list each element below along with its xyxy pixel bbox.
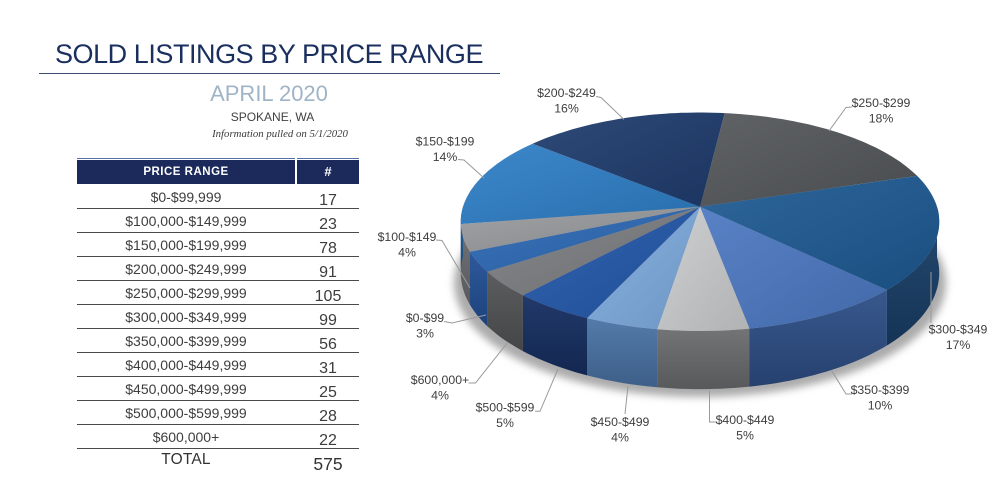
svg-text:4%: 4%: [611, 430, 629, 444]
svg-text:18%: 18%: [869, 112, 894, 126]
svg-text:3%: 3%: [416, 327, 434, 341]
svg-text:17%: 17%: [946, 338, 971, 352]
svg-text:$0-$99: $0-$99: [406, 311, 444, 325]
svg-text:$300-$349: $300-$349: [929, 323, 988, 337]
svg-text:10%: 10%: [868, 399, 893, 413]
svg-text:$600,000+: $600,000+: [411, 373, 469, 387]
svg-text:4%: 4%: [398, 246, 416, 260]
svg-text:$350-$399: $350-$399: [851, 383, 910, 397]
svg-text:$100-$149: $100-$149: [378, 230, 437, 244]
svg-text:$500-$599: $500-$599: [476, 401, 535, 415]
svg-text:16%: 16%: [554, 102, 579, 116]
svg-text:4%: 4%: [431, 389, 449, 403]
svg-text:$250-$299: $250-$299: [852, 96, 911, 110]
svg-text:$400-$449: $400-$449: [716, 413, 775, 427]
svg-text:$450-$499: $450-$499: [591, 415, 650, 429]
svg-text:$150-$199: $150-$199: [416, 135, 475, 149]
svg-text:$200-$249: $200-$249: [537, 86, 596, 100]
svg-text:5%: 5%: [496, 416, 514, 430]
svg-text:5%: 5%: [736, 429, 754, 443]
svg-text:14%: 14%: [433, 150, 458, 164]
